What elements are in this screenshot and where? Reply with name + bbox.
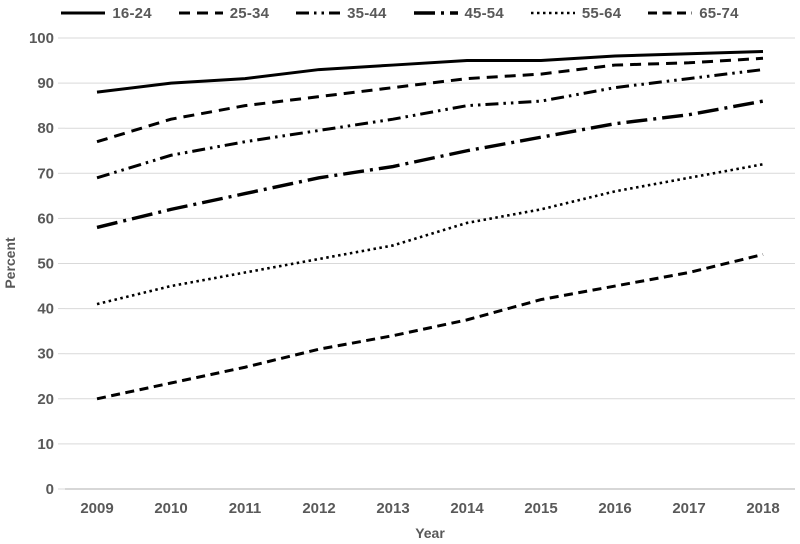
legend-line-swatch-65-74 <box>648 11 693 15</box>
x-tick-label: 2016 <box>598 500 631 517</box>
legend-item-45-54: 45-54 <box>413 4 504 22</box>
y-tick-label: 50 <box>37 256 54 273</box>
series-line-45-54 <box>96 99 764 230</box>
y-tick-label: 70 <box>37 165 54 182</box>
x-tick-label: 2012 <box>302 500 335 517</box>
legend-line-swatch-45-54 <box>413 11 458 15</box>
y-tick-label: 40 <box>37 301 54 318</box>
series-line-16-24 <box>96 50 764 94</box>
legend-label: 65-74 <box>699 4 739 22</box>
legend-item-35-44: 35-44 <box>296 5 386 22</box>
y-tick-label: 100 <box>29 30 54 47</box>
legend-label: 16-24 <box>112 4 152 22</box>
x-tick-label: 2015 <box>524 500 557 517</box>
series-line-55-64 <box>96 163 764 306</box>
legend-line-swatch-16-24 <box>61 11 106 15</box>
legend-label: 25-34 <box>229 4 270 22</box>
series-line-35-44 <box>96 68 764 180</box>
x-tick-label: 2017 <box>672 500 705 517</box>
y-tick-label: 90 <box>37 75 54 92</box>
legend-item-55-64: 55-64 <box>530 4 622 22</box>
legend-item-65-74: 65-74 <box>648 5 738 22</box>
y-tick-label: 10 <box>37 436 54 453</box>
x-tick-label: 2014 <box>450 500 484 517</box>
y-tick-label: 30 <box>37 346 54 363</box>
y-axis-title: Percent <box>2 237 18 289</box>
x-axis-title: Year <box>415 525 445 541</box>
legend-label: 45-54 <box>464 4 504 22</box>
legend-label: 55-64 <box>581 4 622 22</box>
x-tick-label: 2010 <box>154 500 187 517</box>
series-line-25-34 <box>96 56 764 144</box>
y-tick-label: 20 <box>37 391 54 408</box>
y-tick-label: 0 <box>46 481 54 498</box>
x-tick-label: 2009 <box>80 500 113 517</box>
legend-item-25-34: 25-34 <box>178 4 270 22</box>
legend-line-swatch-55-64 <box>530 11 575 15</box>
legend-label: 35-44 <box>347 4 387 22</box>
legend-line-swatch-35-44 <box>296 11 341 15</box>
x-tick-label: 2011 <box>229 500 262 517</box>
x-tick-label: 2013 <box>376 500 409 517</box>
x-tick-label: 2018 <box>746 500 779 517</box>
y-tick-label: 60 <box>37 210 54 227</box>
chart-legend: 16-24 25-34 35-44 45-54 55-64 65-74 <box>0 1 800 25</box>
y-tick-label: 80 <box>37 120 54 137</box>
legend-item-16-24: 16-24 <box>61 4 152 22</box>
series-lines-group <box>96 50 764 401</box>
legend-line-swatch-25-34 <box>178 11 223 15</box>
gridlines-group <box>58 37 795 490</box>
axis-labels-group: 0 10 20 30 40 50 60 70 80 90 100 2009 2010 2011 2012 20… <box>29 30 780 517</box>
series-line-65-74 <box>96 253 764 401</box>
